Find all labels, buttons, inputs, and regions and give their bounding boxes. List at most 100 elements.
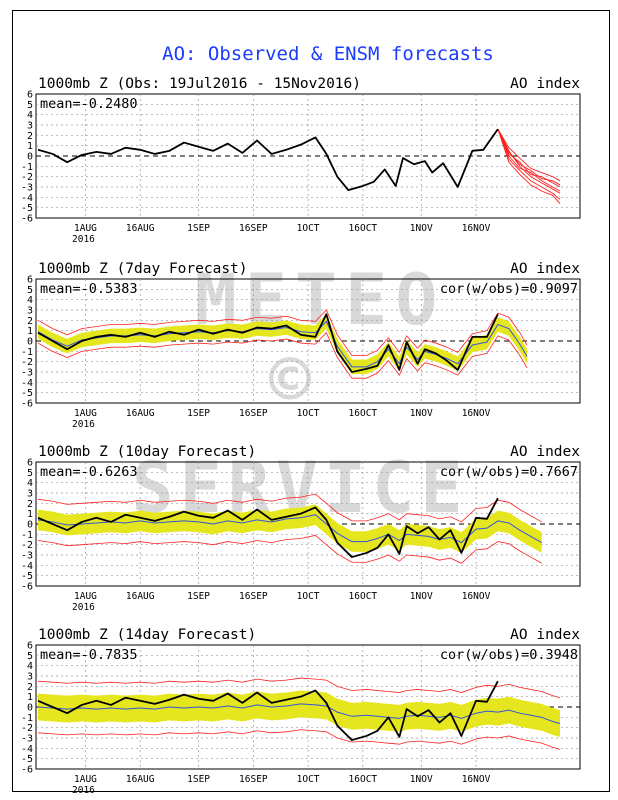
y-tick-label: 3 (27, 306, 33, 317)
y-tick-label: 5 (27, 100, 33, 111)
x-year-label: 2016 (72, 785, 95, 796)
ensemble-member-line-3 (497, 128, 561, 200)
grid (36, 462, 580, 586)
y-tick-label: 6 (27, 458, 33, 469)
y-tick-label: -1 (21, 347, 33, 358)
y-tick-label: -4 (21, 193, 33, 204)
x-tick-label: 1AUG (74, 774, 97, 785)
y-tick-label: -2 (21, 357, 33, 368)
x-tick-label: 1SEP (187, 408, 210, 419)
observed-line (37, 680, 499, 741)
y-tick-label: 3 (27, 489, 33, 500)
main-title: AO: Observed & ENSM forecasts (162, 43, 494, 65)
ensemble-upper-bound-line (37, 493, 542, 523)
x-tick-label: 1NOV (410, 774, 433, 785)
ensemble-member-line-7 (497, 128, 561, 186)
y-tick-label: 6 (27, 90, 33, 101)
watermark-line-2: © (269, 339, 312, 421)
y-tick-label: -3 (21, 551, 33, 562)
y-tick-label: 6 (27, 641, 33, 652)
ensemble-upper-bound-line (37, 677, 561, 699)
ensemble-spread-band (38, 690, 560, 737)
y-tick-label: 4 (27, 478, 33, 489)
y-tick-label: -4 (21, 378, 33, 389)
figure-frame (12, 10, 610, 792)
panel-title: 1000mb Z (14day Forecast) (38, 627, 256, 643)
x-year-label: 2016 (72, 234, 95, 245)
x-tick-label: 1SEP (187, 223, 210, 234)
panel-title: 1000mb Z (Obs: 19Jul2016 - 15Nov2016) (38, 76, 361, 92)
x-tick-label: 16AUG (126, 408, 155, 419)
ensemble-member-line-2 (497, 128, 561, 188)
y-tick-label: 1 (27, 141, 33, 152)
correlation-label: cor(w/obs)=0.7667 (440, 464, 578, 480)
x-tick-label: 16SEP (239, 223, 268, 234)
y-tick-label: -1 (21, 713, 33, 724)
chart-panel-4: 1000mb Z (14day Forecast) AO index 6543210… (21, 627, 581, 796)
mean-label: mean=-0.2480 (40, 96, 138, 112)
y-tick-label: -3 (21, 368, 33, 379)
mean-label: mean=-0.5383 (40, 281, 138, 297)
x-tick-label: 1OCT (297, 408, 320, 419)
x-tick-label: 1SEP (187, 774, 210, 785)
y-tick-label: 0 (27, 152, 33, 163)
y-tick-label: 3 (27, 672, 33, 683)
y-tick-label: -1 (21, 530, 33, 541)
y-tick-label: 0 (27, 703, 33, 714)
x-tick-label: 16AUG (126, 591, 155, 602)
y-tick-label: 2 (27, 499, 33, 510)
x-year-label: 2016 (72, 419, 95, 430)
ensemble-member-line-6 (497, 128, 561, 204)
y-tick-label: -3 (21, 183, 33, 194)
x-tick-label: 16NOV (462, 408, 491, 419)
mean-label: mean=-0.7835 (40, 647, 138, 663)
observed-line (37, 497, 499, 558)
ensemble-lower-bound-line (37, 332, 528, 379)
y-tick-label: -5 (21, 754, 33, 765)
x-tick-label: 1AUG (74, 591, 97, 602)
y-tick-label: -5 (21, 203, 33, 214)
grid (36, 94, 580, 218)
panel-right-label: AO index (510, 76, 580, 92)
ensemble-spread-band (38, 314, 528, 375)
x-year-label: 2016 (72, 602, 95, 613)
ensemble-member-line-4 (497, 128, 561, 182)
correlation-label: cor(w/obs)=0.3948 (440, 647, 578, 663)
x-tick-label: 16SEP (239, 774, 268, 785)
x-tick-label: 1AUG (74, 408, 97, 419)
y-tick-label: -6 (21, 214, 33, 225)
y-tick-label: -5 (21, 388, 33, 399)
grid (36, 279, 580, 403)
x-tick-label: 16NOV (462, 774, 491, 785)
y-tick-label: -2 (21, 723, 33, 734)
y-tick-label: 2 (27, 131, 33, 142)
y-tick-label: -4 (21, 744, 33, 755)
y-tick-label: 6 (27, 275, 33, 286)
chart-panel-3: 1000mb Z (10day Forecast) AO index 6543210… (21, 444, 581, 613)
x-tick-label: 16NOV (462, 223, 491, 234)
x-tick-label: 1NOV (410, 408, 433, 419)
mean-label: mean=-0.6263 (40, 464, 138, 480)
y-tick-label: 0 (27, 337, 33, 348)
x-tick-label: 16SEP (239, 591, 268, 602)
y-tick-label: 5 (27, 285, 33, 296)
x-tick-label: 1NOV (410, 591, 433, 602)
y-tick-label: -6 (21, 765, 33, 776)
y-tick-label: -6 (21, 582, 33, 593)
observed-line (37, 313, 499, 373)
y-tick-label: -4 (21, 561, 33, 572)
ensemble-member-line-5 (497, 128, 561, 192)
chart-panel-2: 1000mb Z (7day Forecast) AO index6543210-… (21, 261, 581, 430)
y-tick-label: -6 (21, 399, 33, 410)
x-tick-label: 16NOV (462, 591, 491, 602)
ensemble-lower-bound-line (37, 534, 542, 564)
x-tick-label: 1OCT (297, 223, 320, 234)
panel-title: 1000mb Z (10day Forecast) (38, 444, 256, 460)
x-tick-label: 1OCT (297, 591, 320, 602)
y-tick-label: 3 (27, 121, 33, 132)
x-tick-label: 1NOV (410, 223, 433, 234)
y-tick-label: 4 (27, 661, 33, 672)
ensemble-upper-bound-line (37, 309, 528, 356)
panel-right-label: AO index (510, 261, 580, 277)
observed-line (37, 128, 499, 192)
